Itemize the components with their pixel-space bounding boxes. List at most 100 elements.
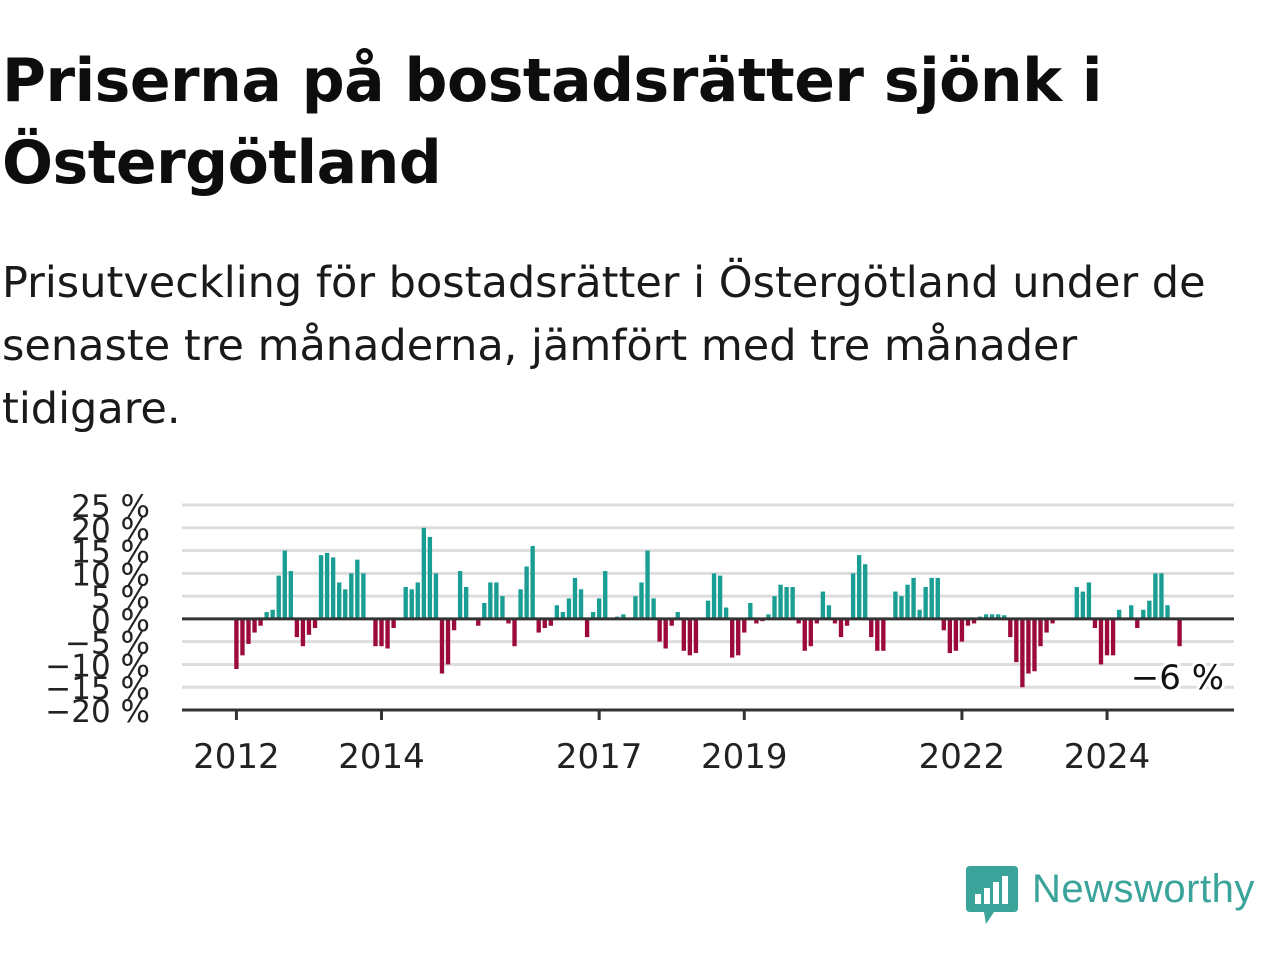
- bar: [971, 618, 977, 624]
- x-tick-label: 2022: [919, 737, 1006, 777]
- brand-name: Newsworthy: [1032, 867, 1255, 911]
- bar: [584, 618, 590, 638]
- bar: [790, 587, 795, 619]
- bar: [778, 584, 783, 619]
- bar: [651, 598, 656, 619]
- bar: [542, 618, 547, 628]
- bar: [711, 573, 717, 619]
- bar: [1008, 618, 1013, 638]
- y-tick-label: 5 %: [91, 580, 150, 616]
- bar: [1044, 618, 1049, 633]
- bar: [488, 582, 493, 619]
- bar: [844, 618, 850, 626]
- bar: [996, 614, 1001, 619]
- bar: [1086, 582, 1092, 619]
- y-tick-label: −20 %: [45, 694, 150, 730]
- bar: [566, 598, 572, 619]
- y-tick-label: −5 %: [65, 626, 150, 662]
- bar: [730, 618, 735, 658]
- bar: [663, 618, 668, 649]
- bar: [875, 618, 880, 651]
- bar: [494, 582, 499, 619]
- bar: [536, 618, 541, 633]
- bar: [869, 618, 874, 638]
- bar: [512, 618, 517, 647]
- price-change-bar-chart: 25 %20 %15 %10 %5 %0 %−5 %−10 %−15 %−20 …: [45, 489, 1234, 777]
- bar: [439, 618, 445, 674]
- x-tick-label: 2017: [556, 737, 643, 777]
- bar: [1104, 618, 1110, 656]
- bar: [318, 555, 324, 619]
- bar: [1098, 618, 1104, 665]
- bar: [433, 573, 439, 619]
- bar: [1165, 605, 1170, 619]
- bar: [1050, 618, 1055, 624]
- bar: [681, 618, 686, 651]
- x-tick-label: 2019: [701, 737, 788, 777]
- x-axis-ticks: 2012 2014 2017 2019 2022 2024: [193, 710, 1150, 777]
- x-tick-label: 2012: [193, 737, 280, 777]
- bar: [264, 612, 269, 619]
- bar: [276, 575, 281, 619]
- bar: [639, 582, 644, 619]
- bar: [312, 618, 318, 628]
- y-tick-label: −10 %: [45, 648, 150, 684]
- bar: [300, 618, 306, 647]
- bar: [1032, 618, 1037, 672]
- bar: [282, 550, 287, 619]
- bar: [905, 584, 910, 619]
- bar: [675, 612, 680, 619]
- bar: [1080, 591, 1086, 619]
- bar: [554, 605, 560, 619]
- y-tick-label: 25 %: [71, 489, 150, 525]
- bar: [705, 600, 711, 619]
- bar: [427, 536, 433, 619]
- bar: [548, 618, 553, 626]
- bar-series: [234, 527, 1182, 688]
- bar: [1116, 609, 1122, 619]
- bar: [1074, 587, 1079, 619]
- bar: [911, 577, 916, 619]
- bar: [754, 618, 759, 624]
- bar: [935, 577, 940, 619]
- bar: [784, 587, 789, 619]
- bar: [361, 573, 366, 619]
- bar: [989, 614, 995, 619]
- bar: [246, 618, 251, 644]
- bar-chart-speech-bubble-icon: [966, 866, 1018, 924]
- x-tick-label: 2014: [338, 737, 425, 777]
- bar: [1159, 573, 1164, 619]
- bar: [1135, 618, 1140, 628]
- bar: [863, 564, 868, 619]
- bar: [881, 618, 886, 651]
- bar: [1014, 618, 1019, 663]
- bar: [669, 618, 674, 626]
- bar: [826, 605, 832, 619]
- bar: [476, 618, 481, 626]
- chart-subtitle: Prisutveckling för bostadsrätter i Öster…: [2, 258, 1206, 434]
- bar: [723, 607, 729, 619]
- bar: [1092, 618, 1098, 628]
- x-tick-label: 2024: [1064, 737, 1151, 777]
- bar: [288, 571, 294, 619]
- bar: [929, 577, 934, 619]
- bar: [953, 618, 959, 651]
- bar: [379, 618, 384, 647]
- bar: [385, 618, 390, 649]
- bar: [324, 552, 330, 619]
- bar: [482, 602, 487, 619]
- bar: [596, 598, 602, 619]
- bar: [349, 573, 354, 619]
- bar: [252, 618, 257, 633]
- bar: [965, 618, 971, 626]
- bar: [294, 618, 300, 638]
- bar: [736, 618, 741, 656]
- bar: [355, 559, 360, 619]
- bar: [530, 546, 535, 619]
- bar: [923, 587, 928, 619]
- bar: [1110, 618, 1116, 656]
- bar: [766, 614, 771, 619]
- bar: [748, 602, 753, 619]
- newsworthy-logo[interactable]: Newsworthy: [962, 862, 1280, 928]
- bar: [518, 589, 523, 619]
